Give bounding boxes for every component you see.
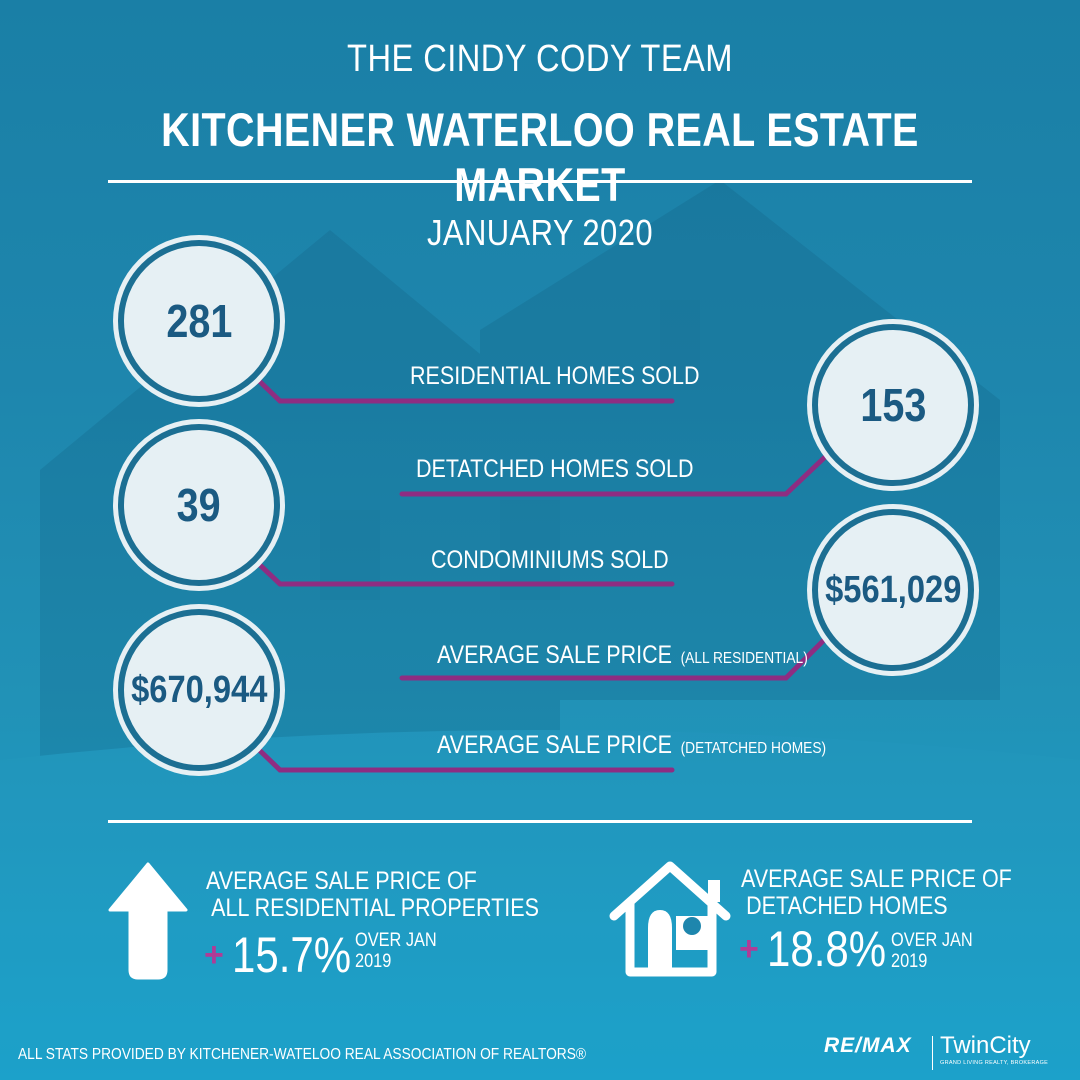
stat-label-detached: DETATCHED HOMES SOLD (416, 455, 694, 483)
residential-change-percent: 15.7% (232, 927, 352, 983)
stat-label-avg-all-text: AVERAGE SALE PRICE (437, 641, 672, 669)
stat-circle-condos: 39 (118, 424, 280, 586)
detached-heading-line2: DETACHED HOMES (746, 892, 948, 920)
connector-detached (399, 434, 849, 497)
stat-value-residential: 281 (165, 295, 233, 347)
brokerage-logo: RE/MAX TwinCity GRAND LIVING REALTY, BRO… (824, 1032, 1064, 1074)
stat-label-avg-detached: AVERAGE SALE PRICE (DETATCHED HOMES) (437, 731, 826, 760)
stat-circle-avg-all: $561,029 (812, 509, 974, 671)
connector-avg-all (399, 615, 849, 681)
residential-heading-line2: ALL RESIDENTIAL PROPERTIES (211, 894, 539, 922)
logo-divider (932, 1036, 933, 1070)
detached-period-line1: OVER JAN (891, 930, 973, 951)
detached-change-sign: + (739, 930, 759, 968)
detached-heading-line1: AVERAGE SALE PRICE OF (741, 865, 1012, 893)
detached-change-heading: AVERAGE SALE PRICE OF DETACHED HOMES (741, 866, 1012, 920)
residential-heading-line1: AVERAGE SALE PRICE OF (206, 867, 477, 895)
twincity-logo-text: TwinCity (940, 1032, 1031, 1059)
stat-value-condos: 39 (176, 479, 221, 531)
stat-label-avg-all-qualifier: (ALL RESIDENTIAL) (680, 650, 808, 667)
stat-label-avg-all: AVERAGE SALE PRICE (ALL RESIDENTIAL) (437, 641, 808, 670)
stat-value-detached: 153 (859, 379, 927, 431)
stat-value-avg-all: $561,029 (824, 568, 962, 611)
up-arrow-icon (108, 862, 188, 980)
stat-circle-residential: 281 (118, 240, 280, 402)
detached-change-percent: 18.8% (767, 921, 887, 977)
top-divider (108, 180, 972, 183)
stat-circle-avg-detached: $670,944 (118, 609, 280, 771)
detached-change-period: OVER JAN 2019 (891, 930, 973, 972)
twincity-logo-subtext: GRAND LIVING REALTY, BROKERAGE (940, 1060, 1049, 1066)
source-note: ALL STATS PROVIDED BY KITCHENER-WATELOO … (18, 1046, 587, 1063)
residential-change-period: OVER JAN 2019 (355, 930, 437, 972)
stat-label-avg-detached-text: AVERAGE SALE PRICE (437, 731, 672, 759)
page-title: KITCHENER WATERLOO REAL ESTATE MARKET (161, 103, 919, 211)
stat-label-residential: RESIDENTIAL HOMES SOLD (410, 362, 700, 390)
bottom-divider (108, 820, 972, 823)
residential-change-heading: AVERAGE SALE PRICE OF ALL RESIDENTIAL PR… (206, 868, 539, 922)
residential-period-line2: 2019 (355, 951, 392, 972)
detached-period-line2: 2019 (891, 951, 928, 972)
team-name: THE CINDY CODY TEAM (347, 38, 733, 80)
stat-label-condos: CONDOMINIUMS SOLD (431, 546, 669, 574)
stat-value-avg-detached: $670,944 (130, 668, 268, 711)
remax-logo-text: RE/MAX (824, 1034, 912, 1057)
residential-period-line1: OVER JAN (355, 930, 437, 951)
house-icon (609, 861, 731, 977)
report-month: JANUARY 2020 (426, 212, 654, 253)
stat-circle-detached: 153 (812, 324, 974, 486)
residential-change-sign: + (204, 936, 224, 974)
stat-label-avg-detached-qualifier: (DETATCHED HOMES) (680, 740, 827, 757)
